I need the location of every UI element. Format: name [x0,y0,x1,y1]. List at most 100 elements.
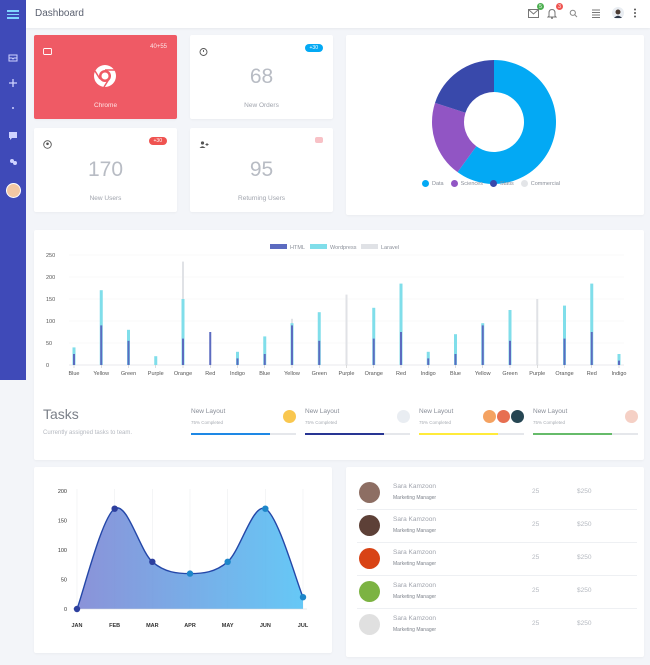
member-amount: $250 [577,554,592,561]
x-tick-label: Yellow [93,371,109,377]
member-amount: $250 [577,620,592,627]
donut-card: Data Sciences Statis Commercial [346,35,644,215]
returning-badge-icon [315,137,323,143]
y-tick-label: 150 [46,297,55,303]
divider [357,509,637,510]
returning-label: Returning Users [238,195,285,202]
y-tick-label: 250 [46,253,55,259]
member-amount: $250 [577,587,592,594]
task-status: 75% Completed [191,420,224,425]
x-tick-label: Blue [68,371,79,377]
avatar [625,410,638,423]
donut-chart [432,60,556,184]
bar [181,299,185,365]
more-vertical-icon[interactable] [628,6,642,20]
users-card[interactable]: +30 170 New Users [34,128,177,212]
team-row[interactable]: Sara Kamzoon Marketing Manager 25 $250 [357,612,637,642]
legend-item-statis: Statis [489,180,514,187]
orders-card[interactable]: +30 68 New Orders [190,35,333,119]
task-item[interactable]: New Layout 75% Completed [305,406,410,436]
bar [509,340,511,365]
task-item[interactable]: New Layout 75% Completed [533,406,638,436]
legend-item-sciences: Sciences [450,180,483,187]
x-tick-label: Indigo [230,371,245,377]
data-point [262,505,269,512]
bar [236,358,239,365]
returning-value: 95 [249,158,274,181]
bell-icon[interactable]: 3 [545,3,563,20]
team-card [346,467,644,657]
divider [357,575,637,576]
task-progress-track [533,433,638,435]
y-tick-label: 200 [46,275,55,281]
y-tick-label: 50 [61,578,67,584]
task-item[interactable]: New Layout 75% Completed [191,406,296,436]
member-amount: $250 [577,488,592,495]
team-row[interactable]: Sara Kamzoon Marketing Manager 25 $250 [357,480,637,510]
legend-label: Wordpress [330,245,357,251]
donut-slice [457,60,556,184]
y-tick-label: 100 [46,319,55,325]
x-tick-label: Red [396,371,406,377]
avatar [359,515,380,536]
bar [536,299,539,365]
x-tick-label: Orange [174,371,192,377]
legend-dot [520,180,528,187]
returning-card[interactable]: 95 Returning Users [190,128,333,212]
member-role: Marketing Manager [393,627,437,633]
chrome-card[interactable]: 40+55 Chrome [34,35,177,119]
avatar [497,410,510,423]
users-value: 170 [87,158,124,181]
profile-avatar[interactable] [611,6,625,20]
search-icon[interactable] [566,6,580,20]
bar [73,354,75,365]
x-tick-label: APR [184,623,196,629]
y-tick-label: 200 [58,489,67,495]
legend-swatch [310,244,327,249]
tasks-title: Tasks [43,406,79,422]
plus-icon[interactable] [7,77,19,89]
bar [372,307,376,365]
task-name: New Layout [533,408,568,415]
legend-label: HTML [290,245,305,251]
bar [317,312,321,365]
task-progress-fill [305,433,384,435]
inbox-icon[interactable] [7,52,19,64]
donut-slice [432,102,477,173]
list-icon[interactable] [589,6,603,20]
mail-icon[interactable]: 5 [526,3,544,20]
bar-chart: HTML Wordpress Laravel 0 50 100 150 200 250 Blue Y… [46,244,627,377]
menu-icon[interactable] [7,8,19,21]
chat-icon[interactable] [7,130,19,142]
team-row[interactable]: Sara Kamzoon Marketing Manager 25 $250 [357,546,637,576]
x-tick-label: Green [312,371,327,377]
bar [182,338,184,365]
team-row[interactable]: Sara Kamzoon Marketing Manager 25 $250 [357,579,637,609]
member-name: Sara Kamzoon [393,582,436,589]
bar [454,334,457,365]
member-count: 25 [532,488,540,495]
dots-icon[interactable] [7,102,19,114]
legend-item-commercial: Commercial [520,180,560,187]
bar [154,356,158,365]
bar [617,354,621,365]
legend-dot [422,180,429,187]
member-name: Sara Kamzoon [393,549,436,556]
x-tick-label: Purple [148,371,164,377]
donut-legend: Data Sciences Statis Commercial [422,180,567,187]
user-avatar[interactable] [6,183,21,198]
orders-label: New Orders [244,102,279,109]
bar [127,340,130,365]
member-count: 25 [532,620,540,627]
avatar [283,410,296,423]
group-icon[interactable] [7,156,19,168]
member-amount: $250 [577,521,592,528]
task-item[interactable]: New Layout 75% Completed [419,406,524,436]
member-role: Marketing Manager [393,495,437,501]
page-title: Dashboard [35,8,84,19]
x-tick-label: MAY [222,623,234,629]
team-row[interactable]: Sara Kamzoon Marketing Manager 25 $250 [357,513,637,543]
member-name: Sara Kamzoon [393,516,436,523]
bar [399,283,403,365]
area-chart: 0 50 100 150 200 JAN FEB MAR APR MAY JUN JUL [58,489,309,629]
